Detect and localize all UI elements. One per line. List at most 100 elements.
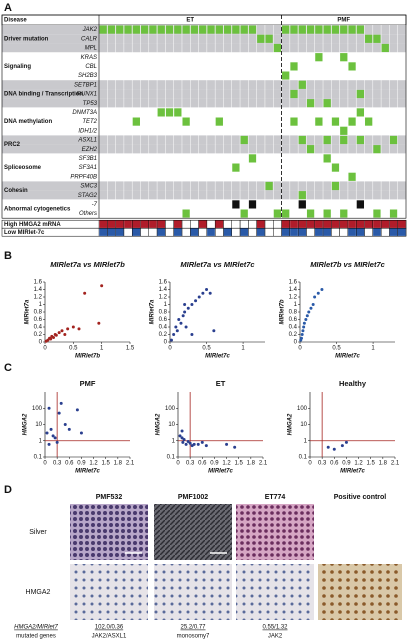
point: [174, 325, 178, 329]
point: [178, 434, 182, 438]
mutation-cell: [356, 135, 365, 145]
mutation-cell: [232, 163, 240, 172]
x-tick-label: 1.8: [114, 461, 123, 467]
y-tick-label: 0: [39, 340, 43, 346]
x-tick-label: 0: [298, 346, 302, 352]
point: [177, 318, 181, 321]
y-tick-label: 1.6: [34, 280, 43, 286]
x-axis-label: MIRlet7c: [335, 354, 360, 360]
ratio-value: 0.55/1.32: [262, 625, 288, 631]
mutation-cell: [248, 200, 257, 209]
mutation-cell: [323, 209, 331, 218]
row-bg: [2, 181, 406, 191]
expression-cell: [356, 228, 365, 236]
point: [212, 329, 216, 333]
y-tick-label: 1.4: [289, 287, 298, 293]
y-tick-label: 0.1: [167, 455, 176, 461]
gene-label: ASXL1: [77, 138, 97, 144]
expression-cell: [306, 220, 315, 228]
point: [302, 325, 306, 329]
expression-cell: [398, 220, 406, 228]
point: [186, 306, 190, 310]
mutation-cell: [140, 25, 149, 34]
mutation-cell: [248, 25, 257, 34]
point: [233, 445, 237, 449]
gene-label: KRAS: [81, 55, 97, 61]
mutation-cell: [323, 25, 331, 34]
group-label: PMF: [337, 18, 350, 24]
point: [304, 318, 308, 321]
mutation-cell: [298, 25, 306, 34]
mutation-cell: [340, 209, 348, 218]
gene-label: RUNX1: [77, 92, 97, 98]
point: [332, 447, 336, 451]
mutation-cell: [331, 25, 340, 34]
mutation-cell: [348, 172, 356, 181]
mutated-genes: monosomy7: [177, 634, 210, 640]
point: [45, 431, 49, 435]
expression-cell: [223, 228, 232, 236]
mutation-cell: [340, 25, 348, 34]
x-tick-label: 1.2: [222, 461, 231, 467]
y-tick-label: 1: [172, 438, 176, 444]
x-tick-label: 0.9: [77, 461, 86, 467]
point: [52, 336, 55, 339]
mutation-cell: [348, 25, 356, 34]
point: [182, 437, 186, 441]
point: [175, 329, 179, 333]
row-bg: [2, 80, 406, 90]
x-tick-label: 1.5: [102, 461, 111, 467]
micrograph: [70, 504, 148, 560]
category-label: Abnormal cytogenetics: [4, 207, 71, 213]
x-tick-label: 1.2: [354, 461, 363, 467]
mutation-cell: [240, 25, 248, 34]
expression-cell: [99, 220, 107, 228]
row-bg: [2, 163, 406, 173]
row-bg: [2, 89, 406, 99]
x-tick-label: 0: [43, 346, 47, 352]
y-tick-label: 100: [165, 406, 176, 412]
y-tick-label: 1.4: [159, 287, 168, 293]
mutation-cell: [365, 34, 373, 43]
mutation-cell: [389, 135, 398, 145]
micrograph: [154, 564, 232, 620]
chart-title: MIRlet7a vs MIRlet7b: [50, 260, 125, 269]
point: [169, 338, 173, 342]
y-tick-label: 0.1: [34, 455, 43, 461]
row-label: Low MIRlet-7c: [4, 230, 45, 236]
row-bg: [2, 126, 406, 136]
y-tick-label: 0.4: [34, 325, 43, 331]
x-tick-label: 0.5: [69, 346, 78, 352]
point: [79, 431, 83, 435]
category-label: Cohesin: [4, 188, 28, 194]
mutation-cell: [190, 25, 199, 34]
gene-label: SETBP1: [74, 82, 97, 88]
y-axis-label: MIRlet7a: [25, 299, 31, 324]
y-tick-label: 1: [39, 302, 43, 308]
point: [172, 333, 176, 336]
mutation-cell: [323, 135, 331, 145]
micrograph: [154, 504, 232, 560]
ratio-value: 102.0/0.36: [95, 625, 124, 631]
x-tick-label: 1.8: [247, 461, 256, 467]
y-tick-label: 1: [39, 438, 43, 444]
expression-cell: [173, 220, 182, 228]
gene-label: STAG2: [78, 193, 98, 199]
gene-label: TP53: [83, 101, 98, 107]
mutation-cell: [290, 62, 298, 71]
y-tick-label: 1.2: [159, 295, 168, 301]
point: [301, 329, 305, 333]
category-label: DNA binding / Transcription: [4, 92, 83, 98]
mutation-cell: [157, 25, 165, 34]
point: [192, 442, 196, 446]
point: [305, 314, 309, 318]
expression-cell: [149, 220, 157, 228]
mutation-cell: [265, 34, 273, 43]
mutation-cell: [298, 135, 306, 145]
expression-cell: [124, 220, 132, 228]
y-tick-label: 0.4: [289, 325, 298, 331]
point: [309, 306, 313, 310]
expression-cell: [389, 220, 398, 228]
chart-title: ET: [216, 379, 226, 388]
point: [194, 299, 198, 303]
